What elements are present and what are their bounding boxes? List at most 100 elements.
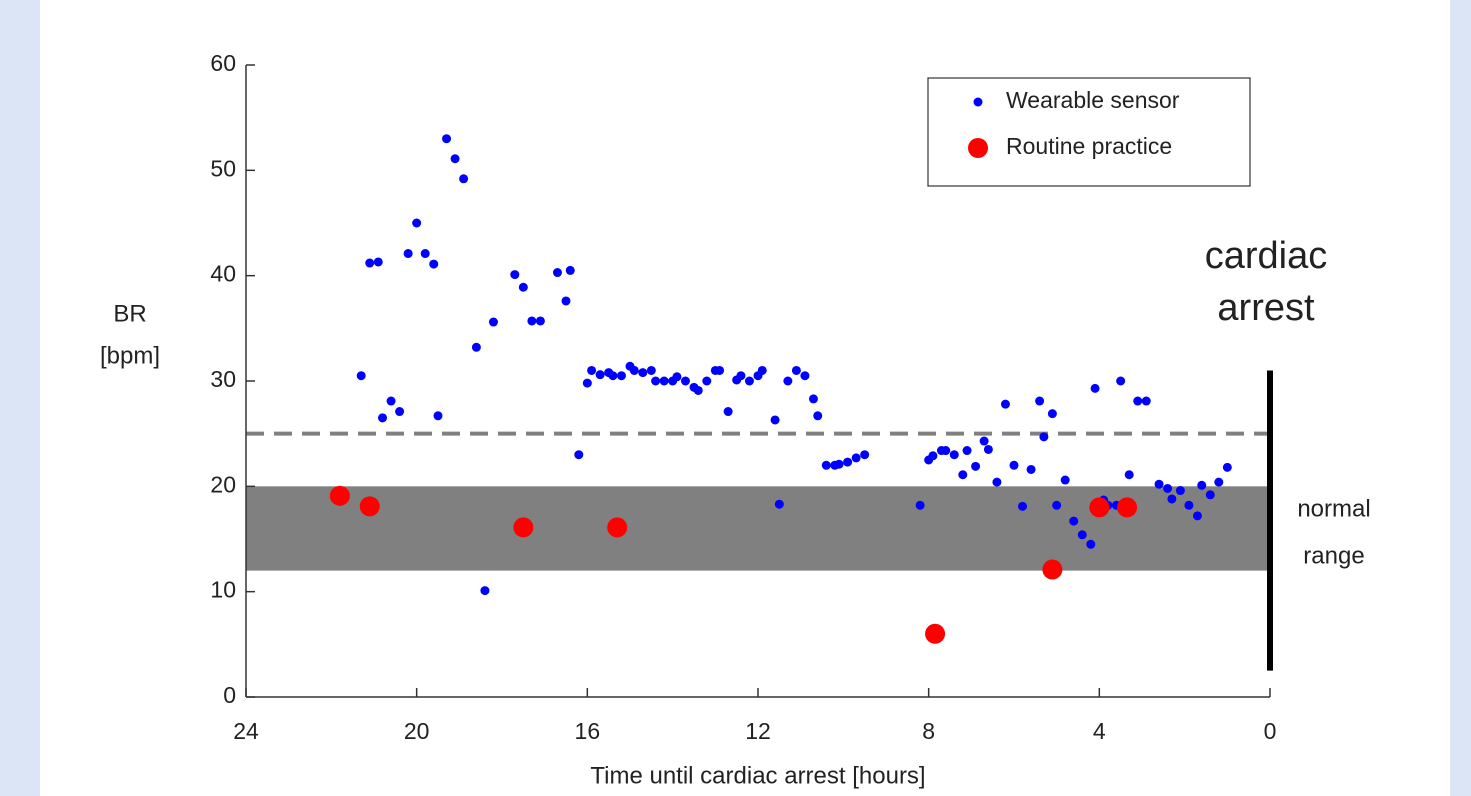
- x-tick-label: 12: [745, 718, 771, 744]
- y-tick-label: 20: [210, 471, 236, 497]
- point: [693, 385, 703, 395]
- point: [420, 249, 430, 259]
- point: [1089, 497, 1110, 518]
- point: [373, 257, 383, 267]
- point: [1090, 383, 1100, 393]
- point: [629, 365, 639, 375]
- point: [770, 415, 780, 425]
- x-axis-label: Time until cardiac arrest [hours]: [590, 762, 925, 789]
- point: [488, 317, 498, 327]
- point: [979, 436, 989, 446]
- y-tick-label: 40: [210, 261, 236, 287]
- point: [607, 517, 628, 538]
- point: [808, 394, 818, 404]
- point: [1222, 462, 1232, 472]
- point: [608, 371, 618, 381]
- x-tick-label: 8: [922, 718, 935, 744]
- point: [1154, 479, 1164, 489]
- point: [1141, 396, 1151, 406]
- point: [783, 376, 793, 386]
- point: [480, 586, 490, 596]
- point: [941, 446, 951, 456]
- point: [680, 376, 690, 386]
- point: [757, 365, 767, 375]
- point: [821, 460, 831, 470]
- point: [1192, 511, 1202, 521]
- y-tick-label: 30: [210, 366, 236, 392]
- point: [962, 446, 972, 456]
- x-tick-label: 20: [404, 718, 430, 744]
- point: [510, 270, 520, 280]
- point: [843, 457, 853, 467]
- legend-marker: [968, 138, 988, 158]
- point: [736, 371, 746, 381]
- point: [971, 461, 981, 471]
- legend-label: Wearable sensor: [1006, 87, 1180, 113]
- point: [651, 376, 661, 386]
- point: [659, 376, 669, 386]
- normal-range-label: range: [1303, 542, 1364, 569]
- normal-range-label: normal: [1297, 495, 1370, 522]
- point: [1000, 399, 1010, 409]
- y-tick-label: 10: [210, 577, 236, 603]
- arrest-label: cardiac: [1205, 235, 1328, 277]
- point: [1214, 477, 1224, 487]
- point: [1133, 396, 1143, 406]
- point: [1124, 470, 1134, 480]
- point: [860, 450, 870, 460]
- point: [834, 459, 844, 469]
- point: [1167, 494, 1177, 504]
- point: [442, 134, 452, 144]
- point: [595, 370, 605, 380]
- point: [356, 371, 366, 381]
- point: [565, 265, 575, 275]
- point: [429, 259, 439, 269]
- x-tick-label: 0: [1264, 718, 1277, 744]
- point: [518, 282, 528, 292]
- point: [1197, 480, 1207, 490]
- point: [1009, 460, 1019, 470]
- point: [582, 378, 592, 388]
- point: [774, 499, 784, 509]
- legend-marker: [973, 97, 983, 107]
- point: [928, 451, 938, 461]
- point: [561, 296, 571, 306]
- y-tick-label: 50: [210, 155, 236, 181]
- point: [587, 365, 597, 375]
- point: [800, 371, 810, 381]
- point: [1116, 376, 1126, 386]
- point: [958, 470, 968, 480]
- point: [433, 411, 443, 421]
- point: [1039, 432, 1049, 442]
- point: [949, 450, 959, 460]
- point: [1117, 497, 1138, 518]
- point: [983, 444, 993, 454]
- legend-box: [927, 77, 1251, 187]
- legend-label: Routine practice: [1006, 133, 1172, 159]
- point: [513, 517, 534, 538]
- point: [1077, 530, 1087, 540]
- point: [527, 316, 537, 326]
- point: [1184, 500, 1194, 510]
- point: [1205, 490, 1215, 500]
- point: [744, 376, 754, 386]
- point: [403, 249, 413, 259]
- point: [1069, 516, 1079, 526]
- point: [925, 623, 946, 644]
- normal-band: [246, 486, 1270, 571]
- point: [552, 268, 562, 278]
- point: [1060, 475, 1070, 485]
- point: [1163, 483, 1173, 493]
- point: [915, 500, 925, 510]
- point: [535, 316, 545, 326]
- point: [329, 485, 350, 506]
- point: [672, 372, 682, 382]
- point: [851, 453, 861, 463]
- point: [471, 342, 481, 352]
- point: [992, 477, 1002, 487]
- point: [723, 407, 733, 417]
- point: [1175, 486, 1185, 496]
- point: [459, 174, 469, 184]
